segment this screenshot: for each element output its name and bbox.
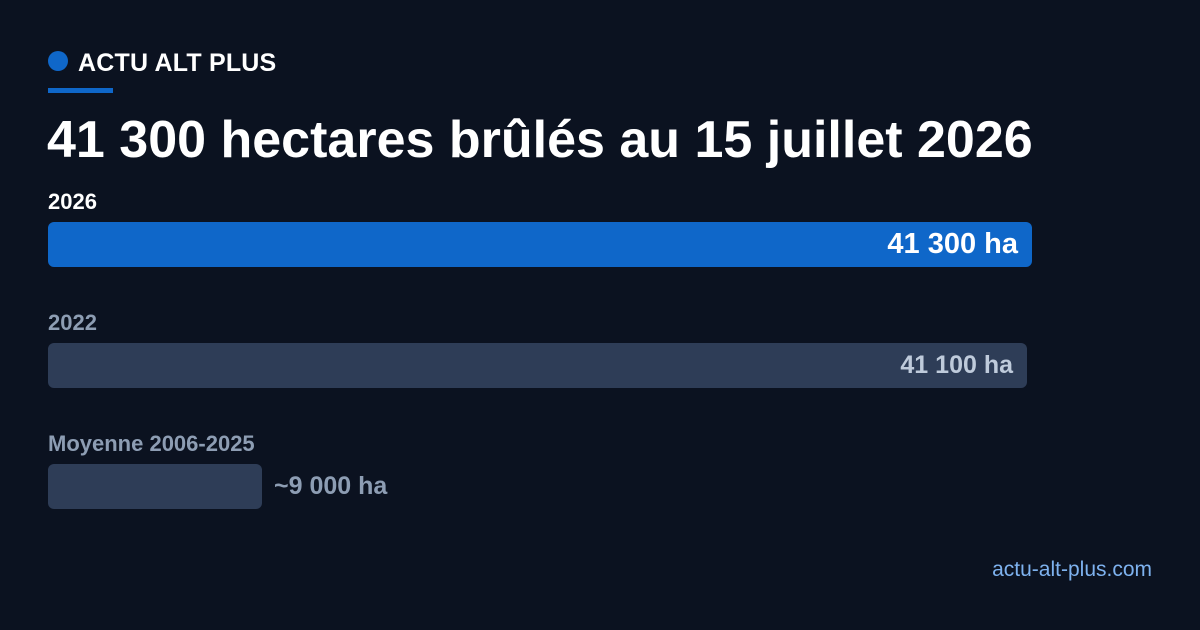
brand-name: ACTU ALT PLUS — [78, 48, 277, 77]
category-label: Moyenne 2006-2025 — [48, 431, 255, 456]
bar: 41 100 ha — [48, 343, 1027, 388]
value-label: 41 300 ha — [887, 228, 1018, 260]
category-label: 2026 — [48, 189, 97, 214]
dot-icon — [48, 51, 68, 71]
category-label: 2022 — [48, 310, 97, 335]
site-url: actu-alt-plus.com — [992, 558, 1152, 581]
value-label: ~9 000 ha — [274, 472, 388, 500]
chart-title: 41 300 hectares brûlés au 15 juillet 202… — [47, 111, 1033, 169]
bar — [48, 464, 262, 509]
brand-underline — [48, 88, 113, 93]
brand: ACTU ALT PLUS — [48, 46, 276, 80]
bar: 41 300 ha — [48, 222, 1032, 267]
value-label: 41 100 ha — [900, 351, 1013, 379]
